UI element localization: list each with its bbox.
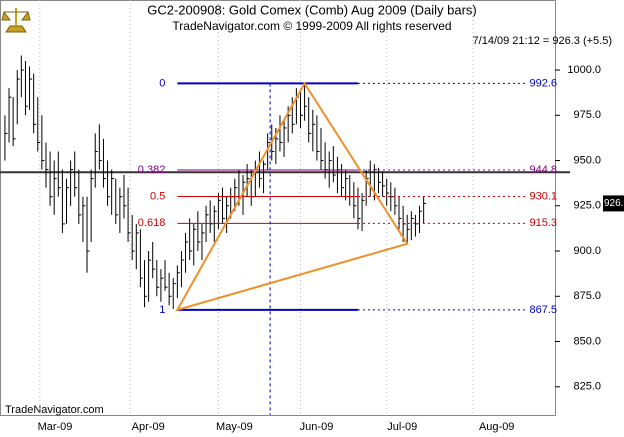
y-tick-label: 950.0 xyxy=(573,154,601,166)
fib-value: 915.3 xyxy=(529,217,557,229)
triangle xyxy=(175,81,409,312)
y-tick-label: 975.0 xyxy=(573,109,601,121)
logo xyxy=(1,8,31,33)
chart-title: GC2-200908: Gold Comex (Comb) Aug 2009 (… xyxy=(147,2,476,17)
fib-value: 992.6 xyxy=(529,77,557,89)
chart-subtitle: TradeNavigator.com © 1999-2009 All right… xyxy=(172,19,451,33)
x-tick-label: Aug-09 xyxy=(479,421,514,433)
y-tick-label: 850.0 xyxy=(573,335,601,347)
fib-ratio: 0.382 xyxy=(138,164,166,176)
fib-value: 930.1 xyxy=(529,190,557,202)
last-price-box xyxy=(603,195,624,212)
x-tick-label: May-09 xyxy=(216,421,253,433)
x-tick-label: Apr-09 xyxy=(132,421,165,433)
x-tick-label: Mar-09 xyxy=(38,421,73,433)
x-tick-label: Jul-09 xyxy=(387,421,417,433)
fib-value: 867.5 xyxy=(529,304,557,316)
quote: 7/14/09 21:12 = 926.3 (+5.5) xyxy=(473,35,612,47)
y-tick-label: 825.0 xyxy=(573,381,601,393)
plot-frame xyxy=(0,0,556,416)
fib-ratio: 0.618 xyxy=(138,217,166,229)
x-tick-label: Jun-09 xyxy=(300,421,334,433)
fib-ratio: 1 xyxy=(159,304,165,316)
y-tick-label: 1000.0 xyxy=(567,64,601,76)
watermark: TradeNavigator.com xyxy=(5,404,104,416)
fib-value: 944.8 xyxy=(529,164,557,176)
y-tick-label: 925.0 xyxy=(573,200,601,212)
last-price: 926.3 xyxy=(604,198,624,209)
fib-ratio: 0 xyxy=(159,77,165,89)
y-tick-label: 900.0 xyxy=(573,245,601,257)
y-tick-label: 875.0 xyxy=(573,290,601,302)
fib-ratio: 0.5 xyxy=(150,190,165,202)
